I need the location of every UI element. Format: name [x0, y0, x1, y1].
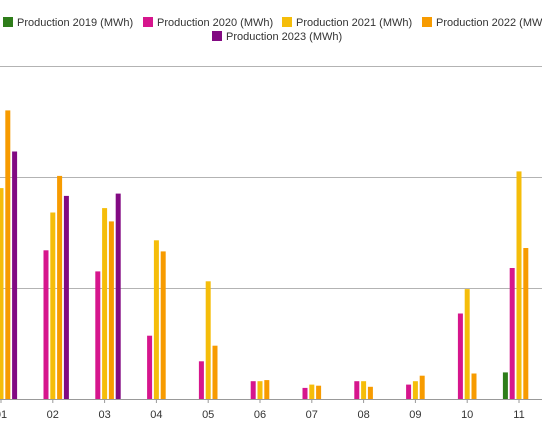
x-tick-label: 08 — [357, 409, 369, 421]
bar — [43, 250, 49, 399]
bar — [12, 151, 18, 399]
x-tick-label: 09 — [409, 409, 421, 421]
bars — [0, 110, 529, 400]
x-tick-label: 02 — [47, 409, 59, 421]
legend-swatch — [143, 17, 153, 27]
x-tick-label: 11 — [513, 409, 524, 421]
x-tick-label: 03 — [98, 409, 110, 421]
bar — [250, 381, 256, 399]
bar — [412, 381, 418, 399]
legend-item[interactable]: Production 2023 (MWh) — [212, 31, 342, 43]
x-tick-label: 05 — [202, 409, 214, 421]
bar — [205, 281, 211, 399]
bar — [160, 251, 166, 399]
bar — [95, 271, 101, 399]
bar — [0, 188, 4, 399]
x-axis: 01 02 03 04 05 06 07 08 09 10 11 — [0, 399, 525, 421]
legend-label: Production 2022 (MWh) — [436, 17, 542, 29]
bar — [108, 221, 114, 399]
legend-label: Production 2021 (MWh) — [296, 17, 412, 29]
bar — [5, 110, 11, 400]
legend-item[interactable]: Production 2020 (MWh) — [143, 17, 273, 29]
legend-label: Production 2020 (MWh) — [157, 17, 273, 29]
bar — [354, 381, 360, 399]
bar — [316, 385, 322, 399]
x-tick-label: 10 — [461, 409, 473, 421]
legend[interactable]: Production 2019 (MWh) Production 2020 (MW… — [3, 17, 542, 43]
gridlines — [0, 66, 542, 400]
bar — [464, 289, 470, 399]
x-tick-label: 01 — [0, 409, 7, 421]
bar — [115, 193, 121, 399]
bar — [509, 268, 515, 399]
legend-swatch — [212, 31, 222, 41]
bar — [57, 175, 63, 399]
legend-swatch — [422, 17, 432, 27]
legend-swatch — [282, 17, 292, 27]
x-tick-label: 06 — [254, 409, 266, 421]
bar — [102, 208, 108, 399]
bar — [153, 240, 159, 399]
bar — [50, 212, 56, 399]
bar — [257, 381, 263, 399]
x-tick-label: 04 — [150, 409, 162, 421]
bar — [419, 375, 425, 399]
legend-item[interactable]: Production 2019 (MWh) — [3, 17, 133, 29]
bar — [264, 380, 270, 399]
legend-label: Production 2023 (MWh) — [226, 31, 342, 43]
bar — [457, 313, 463, 399]
bar — [361, 381, 367, 399]
bar — [198, 361, 204, 399]
legend-item[interactable]: Production 2021 (MWh) — [282, 17, 412, 29]
legend-label: Production 2019 (MWh) — [17, 17, 133, 29]
legend-item[interactable]: Production 2022 (MWh) — [422, 17, 542, 29]
bar — [309, 384, 315, 399]
bar — [516, 171, 522, 399]
bar — [302, 387, 308, 399]
bar — [147, 335, 153, 399]
bar — [212, 345, 218, 399]
bar — [471, 373, 477, 399]
x-tick-label: 07 — [306, 409, 318, 421]
bar — [63, 195, 69, 399]
bar — [523, 248, 529, 399]
legend-swatch — [3, 17, 13, 27]
bar — [502, 372, 508, 399]
bar — [367, 386, 373, 399]
bar — [406, 384, 412, 399]
